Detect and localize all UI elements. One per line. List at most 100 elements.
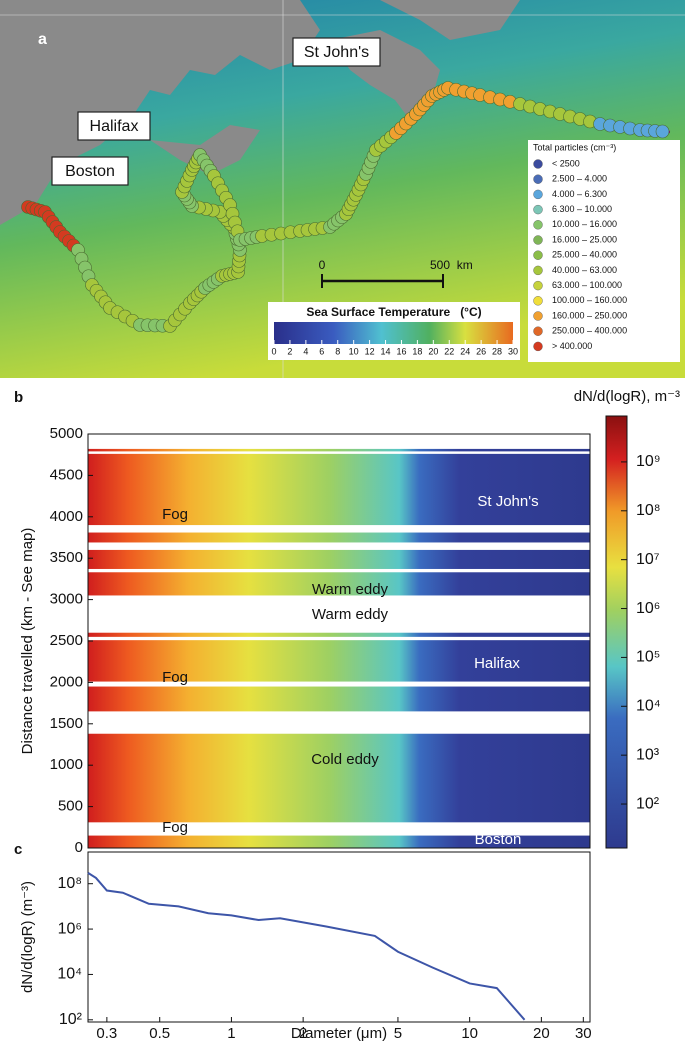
- x-tick-label: 20: [533, 1025, 550, 1042]
- y-tick-label: 2000: [50, 673, 83, 690]
- sst-tick-label: 18: [412, 346, 422, 356]
- sst-tick-label: 0: [271, 346, 276, 356]
- legend-title: Total particles (cm⁻³): [533, 142, 616, 152]
- sst-tick-label: 24: [460, 346, 470, 356]
- legend-swatch: [533, 341, 543, 352]
- annotation: Fog: [162, 819, 188, 836]
- heatmap-band: [88, 532, 590, 543]
- annotation: Warm eddy: [312, 581, 389, 598]
- legend-swatch: [533, 280, 543, 291]
- sst-tick-label: 26: [476, 346, 486, 356]
- legend-swatch: [533, 235, 543, 245]
- legend-label: 40.000 – 63.000: [552, 265, 617, 275]
- scale-label: 500 km: [430, 258, 473, 272]
- x-tick-label: 1: [227, 1025, 235, 1042]
- sst-tick-label: 10: [349, 346, 359, 356]
- annotation: Warm eddy: [312, 606, 389, 623]
- land: [380, 0, 520, 40]
- colorbar-tick-label: 10⁸: [636, 502, 661, 519]
- legend-swatch: [533, 265, 543, 276]
- legend-label: 6.300 – 10.000: [552, 204, 612, 214]
- legend-swatch: [533, 326, 543, 336]
- y-tick-label: 3500: [50, 549, 83, 566]
- x-axis-label: Diameter (μm): [291, 1025, 387, 1042]
- y-axis-label: Distance travelled (km - See map): [19, 528, 36, 755]
- place-label: Halifax: [90, 118, 139, 135]
- annotation: St John's: [477, 493, 538, 510]
- place-label: Boston: [65, 163, 115, 180]
- place-label-box: [292, 37, 381, 67]
- heatmap-band: [88, 640, 590, 682]
- sst-tick-label: 30: [508, 346, 518, 356]
- sst-tick-label: 12: [365, 346, 375, 356]
- x-tick-label: 10: [461, 1025, 478, 1042]
- sst-tick-label: 2: [287, 346, 292, 356]
- y-tick-label: 1500: [50, 715, 83, 732]
- colorbar-tick-label: 10⁴: [636, 698, 661, 715]
- y-tick-label: 10⁸: [57, 875, 82, 892]
- colorbar-tick-label: 10⁷: [636, 551, 660, 568]
- annotation: Boston: [475, 831, 522, 848]
- colorbar-tick-label: 10⁵: [636, 649, 660, 666]
- heatmap-band: [88, 572, 590, 596]
- x-tick-label: 2: [299, 1025, 307, 1042]
- legend-label: < 2500: [552, 158, 580, 168]
- scale-label: 0: [319, 258, 326, 272]
- y-tick-label: 1000: [50, 756, 83, 773]
- y-tick-label: 2500: [50, 632, 83, 649]
- legend-swatch: [533, 189, 543, 200]
- annotation: Fog: [162, 669, 188, 686]
- legend-label: 100.000 – 160.000: [552, 295, 627, 305]
- heatmap-band: [88, 733, 590, 823]
- y-tick-label: 5000: [50, 425, 83, 442]
- y-tick-label: 10²: [59, 1011, 83, 1028]
- heatmap-band: [88, 632, 590, 637]
- legend-swatch: [533, 296, 543, 306]
- legend-swatch: [533, 204, 543, 215]
- colorbar-title: dN/d(logR), m⁻³: [574, 388, 680, 405]
- legend-label: 63.000 – 100.000: [552, 280, 622, 290]
- plot-frame: [87, 851, 591, 1023]
- heatmap-band: [88, 686, 590, 712]
- sst-tick-label: 22: [444, 346, 454, 356]
- legend-label: 250.000 – 400.000: [552, 326, 627, 336]
- sst-tick-label: 28: [492, 346, 502, 356]
- x-tick-label: 5: [394, 1025, 402, 1042]
- x-tick-label: 30: [575, 1025, 592, 1042]
- sst-tick-label: 20: [428, 346, 438, 356]
- legend-swatch: [533, 250, 543, 260]
- land: [0, 0, 320, 225]
- land: [150, 125, 260, 175]
- annotation: Halifax: [474, 655, 520, 672]
- map-panel: a St John's Halifax Boston 0 500 km Sea Surfa…: [0, 0, 685, 378]
- place-label-box: [51, 156, 129, 186]
- colorbar-tick-label: 10⁹: [636, 453, 661, 470]
- place-label: St John's: [304, 44, 369, 61]
- legend-label: 160.000 – 250.000: [552, 310, 627, 320]
- legend-label: 4.000 – 6.300: [552, 189, 607, 199]
- y-tick-label: 0: [75, 839, 83, 856]
- panel-label: c: [14, 841, 22, 858]
- sst-title: Sea Surface Temperature (°C): [306, 305, 481, 319]
- y-tick-label: 500: [58, 798, 83, 815]
- legend-label: 16.000 – 25.000: [552, 234, 617, 244]
- heatmap-band: [88, 453, 590, 526]
- legend-box: [528, 140, 680, 362]
- sst-tick-label: 8: [335, 346, 340, 356]
- legend-label: > 400.000: [552, 341, 592, 351]
- y-tick-label: 4500: [50, 466, 83, 483]
- sst-tick-label: 6: [319, 346, 324, 356]
- legend-swatch: [533, 159, 543, 169]
- colorbar-tick-label: 10⁶: [636, 600, 660, 617]
- y-tick-label: 4000: [50, 508, 83, 525]
- particle-marker: [655, 124, 670, 139]
- y-tick-label: 10⁶: [58, 920, 82, 937]
- x-tick-label: 0.5: [149, 1025, 170, 1042]
- colorbar-tick-label: 10³: [636, 746, 660, 763]
- heatmap-band: [88, 549, 590, 569]
- y-tick-label: 3000: [50, 591, 83, 608]
- y-tick-label: 10⁴: [57, 966, 82, 983]
- colorbar-tick-label: 10²: [636, 795, 660, 812]
- legend-label: 10.000 – 16.000: [552, 219, 617, 229]
